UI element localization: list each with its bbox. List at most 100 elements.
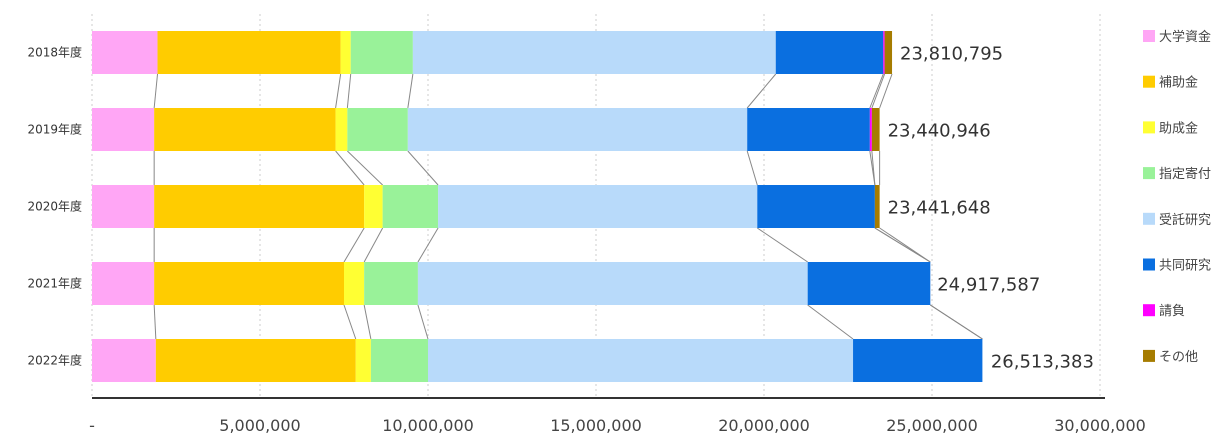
bar-segment [92, 185, 155, 228]
legend-label: 助成金 [1159, 120, 1198, 136]
bar-segment [364, 185, 383, 228]
bar-segment [412, 31, 776, 74]
legend-label: 大学資金 [1159, 29, 1211, 45]
x-tick-label: 30,000,000 [1054, 416, 1146, 435]
legend-label: 受託研究 [1159, 212, 1211, 228]
bar-segment [370, 339, 428, 382]
series-connector-line [335, 73, 342, 109]
legend-swatch [1143, 212, 1155, 225]
bar-segment [747, 108, 870, 151]
category-label: 2019年度 [27, 122, 82, 137]
legend-swatch [1143, 349, 1155, 362]
series-connector-line [407, 150, 439, 186]
bar-segment [92, 262, 155, 305]
bar-segment [807, 262, 931, 305]
category-label: 2021年度 [27, 276, 82, 291]
series-connector-line [363, 227, 384, 263]
bar-segment [869, 108, 872, 151]
series-connector-line [347, 150, 383, 186]
series-connector-line [363, 304, 372, 340]
series-connector-line [417, 304, 429, 340]
series-connector-line [153, 304, 157, 340]
bar-segment [340, 31, 351, 74]
bar-segment [775, 31, 884, 74]
bar-segment [884, 31, 893, 74]
legend-label: 共同研究 [1159, 259, 1211, 274]
category-label: 2022年度 [27, 353, 82, 368]
series-connector-line [807, 304, 854, 340]
category-axis-labels: 2018年度 2019年度 2020年度 2021年度 2022年度 [27, 45, 82, 368]
legend-swatch [1143, 121, 1155, 134]
bar-segment [335, 108, 348, 151]
bar-segment [92, 108, 155, 151]
series-connector-line [746, 73, 777, 109]
bar-segment [428, 339, 854, 382]
legend-label: その他 [1159, 350, 1198, 365]
bar-segment [874, 185, 880, 228]
legend-swatch [1143, 75, 1155, 88]
total-label: 23,810,795 [900, 44, 1003, 65]
category-label: 2018年度 [27, 45, 82, 60]
bar-segment [157, 31, 341, 74]
bar-segment [883, 31, 885, 74]
total-label: 26,513,383 [991, 352, 1094, 373]
bar-segment [155, 339, 356, 382]
legend-swatch [1143, 167, 1155, 180]
bar-segment [382, 185, 439, 228]
series-connector-line [869, 73, 884, 109]
series-connector-line [153, 73, 159, 109]
category-label: 2020年度 [27, 199, 82, 214]
series-connector-line [871, 73, 886, 109]
series-connector-line [343, 304, 357, 340]
series-connector-line [335, 150, 365, 186]
series-connector-line [407, 73, 414, 109]
x-tick-label: 5,000,000 [219, 416, 300, 435]
total-label: 23,441,648 [888, 198, 991, 219]
bar-segment [154, 262, 344, 305]
bar-segment [92, 31, 158, 74]
total-labels: 23,810,795 23,440,946 23,441,648 24,917,587… [888, 44, 1094, 373]
bar-segment [417, 262, 808, 305]
series-connector-line [746, 150, 758, 186]
series-connector-lines [153, 73, 983, 340]
x-axis: - 5,000,000 10,000,000 15,000,000 20,000,000… [89, 397, 1146, 435]
legend-label: 請負 [1159, 304, 1185, 319]
bar-segment [347, 108, 408, 151]
bar-segment [407, 108, 748, 151]
series-connector-line [930, 304, 983, 340]
legend-swatch [1143, 258, 1155, 271]
bar-segment [438, 185, 758, 228]
bar-segment [154, 108, 336, 151]
series-connector-line [879, 73, 893, 109]
x-tick-label: 20,000,000 [718, 416, 810, 435]
x-tick-label: - [89, 416, 95, 435]
legend-swatch [1143, 304, 1155, 317]
legend-label: 補助金 [1159, 75, 1198, 91]
bar-segment [154, 185, 365, 228]
bar-segment [364, 262, 418, 305]
bar-segment [853, 339, 983, 382]
total-label: 24,917,587 [937, 275, 1040, 296]
bar-segment [350, 31, 413, 74]
series-connector-line [879, 227, 931, 263]
bars [92, 31, 983, 382]
series-connector-line [417, 227, 439, 263]
series-connector-line [757, 227, 808, 263]
series-connector-line [343, 227, 365, 263]
x-tick-label: 15,000,000 [550, 416, 642, 435]
legend-label: 指定寄付 [1159, 166, 1211, 182]
legend-swatch [1143, 30, 1155, 42]
bar-segment [757, 185, 875, 228]
total-label: 23,440,946 [888, 121, 991, 142]
series-connector-line [871, 150, 876, 186]
x-tick-label: 25,000,000 [886, 416, 978, 435]
x-tick-label: 10,000,000 [382, 416, 474, 435]
series-connector-line [346, 73, 352, 109]
bar-segment [92, 339, 156, 382]
bar-segment [871, 108, 880, 151]
bar-segment [344, 262, 365, 305]
bar-segment [355, 339, 371, 382]
